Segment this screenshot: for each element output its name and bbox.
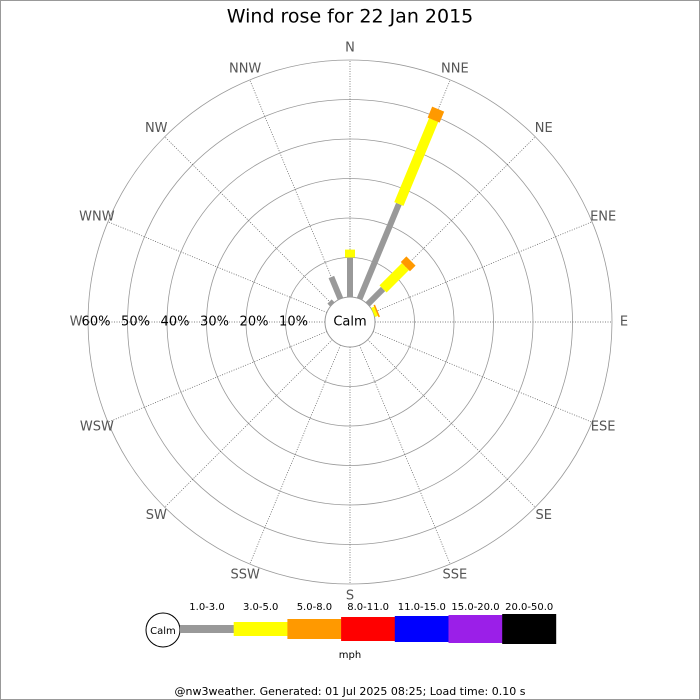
legend-label: 20.0-50.0 bbox=[505, 602, 553, 613]
radial-tick-label: 10% bbox=[279, 315, 308, 330]
bar-segment bbox=[328, 275, 344, 301]
direction-label: N bbox=[345, 41, 355, 56]
direction-label: WNW bbox=[79, 210, 115, 225]
legend-label: 11.0-15.0 bbox=[398, 602, 446, 613]
spoke bbox=[164, 136, 333, 305]
spoke bbox=[164, 339, 333, 508]
radial-tick-label: 50% bbox=[121, 315, 150, 330]
bar-segment bbox=[356, 202, 402, 301]
radial-tick-label: 60% bbox=[82, 315, 111, 330]
direction-label: SE bbox=[536, 508, 552, 523]
legend-swatch bbox=[287, 619, 342, 639]
legend-label: 15.0-20.0 bbox=[451, 602, 499, 613]
chart-title: Wind rose for 22 Jan 2015 bbox=[227, 6, 474, 28]
legend-swatch bbox=[233, 622, 288, 636]
bar-segment bbox=[427, 106, 445, 123]
bar-segment bbox=[365, 286, 386, 307]
legend-swatch bbox=[394, 616, 449, 642]
bar-segment bbox=[373, 304, 380, 318]
spoke bbox=[249, 79, 341, 300]
spoke bbox=[107, 331, 328, 423]
bar-segment bbox=[345, 249, 355, 258]
bar-segment bbox=[327, 299, 335, 307]
bar-segment bbox=[371, 306, 378, 318]
legend-label: 1.0-3.0 bbox=[189, 602, 224, 613]
radial-tick-label: 20% bbox=[240, 315, 269, 330]
direction-label: W bbox=[70, 315, 83, 330]
spoke bbox=[372, 331, 593, 423]
direction-label: ENE bbox=[590, 210, 616, 225]
radial-tick-label: 40% bbox=[161, 315, 190, 330]
legend-calm-label: Calm bbox=[150, 626, 176, 637]
grid-ring bbox=[87, 59, 613, 585]
spoke bbox=[359, 344, 451, 565]
direction-label: NE bbox=[535, 121, 553, 136]
radial-tick-label: 30% bbox=[200, 315, 229, 330]
calm-label: Calm bbox=[333, 315, 366, 330]
direction-label: SSW bbox=[230, 568, 260, 583]
legend-label: 3.0-5.0 bbox=[243, 602, 278, 613]
spoke bbox=[372, 221, 593, 313]
direction-label: S bbox=[346, 589, 354, 604]
direction-label: NNE bbox=[441, 61, 469, 76]
direction-label: WSW bbox=[80, 419, 114, 434]
direction-label: E bbox=[620, 315, 628, 330]
footer: @nw3weather. Generated: 01 Jul 2025 08:2… bbox=[175, 685, 526, 698]
legend-swatch bbox=[502, 614, 557, 644]
legend-unit: mph bbox=[339, 650, 361, 661]
legend-label: 8.0-11.0 bbox=[347, 602, 389, 613]
spoke bbox=[107, 221, 328, 313]
legend-swatch bbox=[341, 617, 396, 641]
bar-segment bbox=[347, 257, 353, 297]
direction-label: SW bbox=[146, 508, 167, 523]
spoke bbox=[367, 339, 536, 508]
direction-label: NW bbox=[145, 121, 168, 136]
direction-label: ESE bbox=[591, 419, 616, 434]
bar-segment bbox=[394, 118, 439, 206]
grid-ring bbox=[245, 217, 455, 427]
direction-label: SSE bbox=[442, 568, 467, 583]
bar-segment bbox=[379, 263, 409, 293]
spoke bbox=[249, 344, 341, 565]
direction-label: NNW bbox=[229, 61, 261, 76]
legend-label: 5.0-8.0 bbox=[297, 602, 332, 613]
legend-swatch bbox=[448, 615, 503, 643]
legend-swatch bbox=[180, 625, 234, 633]
spoke bbox=[367, 136, 536, 305]
bar-segment bbox=[400, 256, 416, 272]
